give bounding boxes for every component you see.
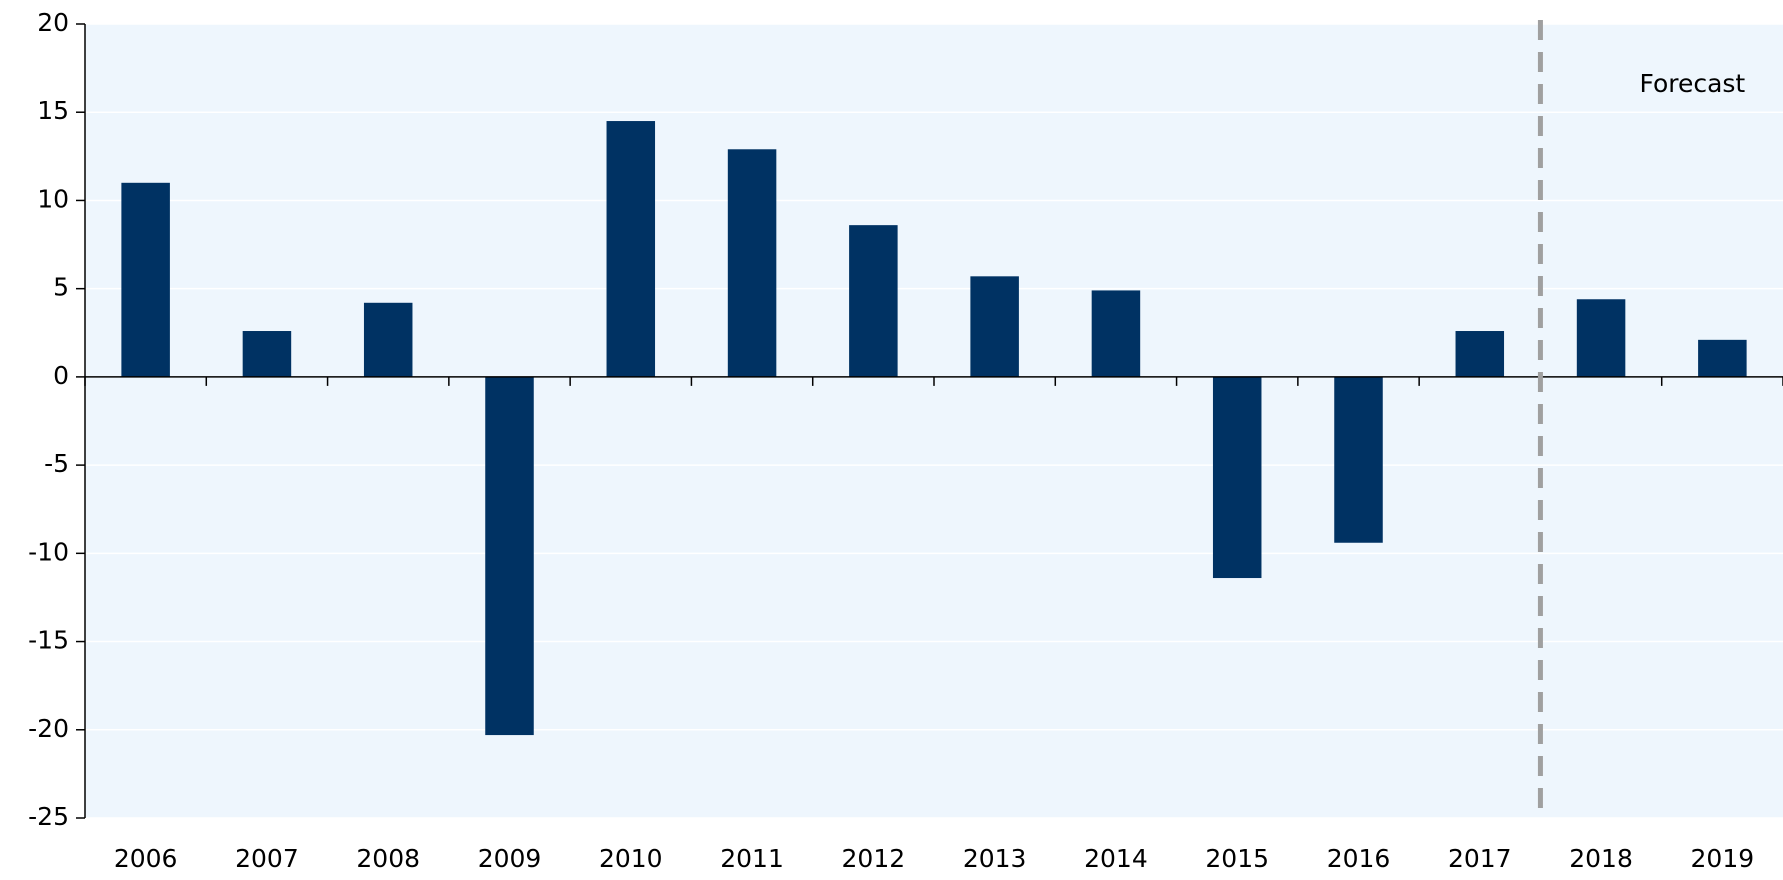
x-tick-label: 2017 <box>1448 844 1512 873</box>
x-tick-label: 2016 <box>1327 844 1391 873</box>
x-tick-label: 2006 <box>114 844 178 873</box>
y-tick-label: 15 <box>37 96 69 125</box>
bar <box>1334 376 1383 543</box>
bar <box>970 276 1019 377</box>
bar <box>363 302 413 377</box>
x-tick-label: 2009 <box>478 844 542 873</box>
bar <box>849 225 898 377</box>
x-tick-label: 2012 <box>842 844 906 873</box>
y-tick-label: 10 <box>37 184 69 213</box>
y-tick-label: -10 <box>28 537 69 566</box>
y-tick-label: -25 <box>28 802 69 831</box>
x-tick-label: 2007 <box>235 844 299 873</box>
y-tick-label: 20 <box>37 8 69 37</box>
x-tick-label: 2019 <box>1691 844 1755 873</box>
bar <box>485 376 534 736</box>
x-tick-label: 2014 <box>1084 844 1148 873</box>
y-tick-label: 5 <box>53 273 69 302</box>
plot-background <box>85 24 1783 818</box>
bar <box>1576 299 1626 377</box>
bar <box>121 182 170 377</box>
x-tick-label: 2008 <box>356 844 420 873</box>
bar <box>606 121 656 377</box>
bar <box>1212 376 1262 579</box>
y-tick-label: -5 <box>44 449 69 478</box>
annotation: Forecast <box>1639 69 1745 98</box>
x-tick-label: 2010 <box>599 844 663 873</box>
y-tick-label: -15 <box>28 626 69 655</box>
y-tick-label: -20 <box>28 714 69 743</box>
bar <box>242 331 292 377</box>
bar <box>727 149 777 377</box>
x-tick-label: 2011 <box>720 844 784 873</box>
x-tick-label: 2018 <box>1569 844 1633 873</box>
y-tick-label: 0 <box>53 361 69 390</box>
bar <box>1091 290 1141 377</box>
bar <box>1455 331 1505 377</box>
x-tick-label: 2015 <box>1205 844 1269 873</box>
bar <box>1698 339 1747 377</box>
x-tick-label: 2013 <box>963 844 1027 873</box>
